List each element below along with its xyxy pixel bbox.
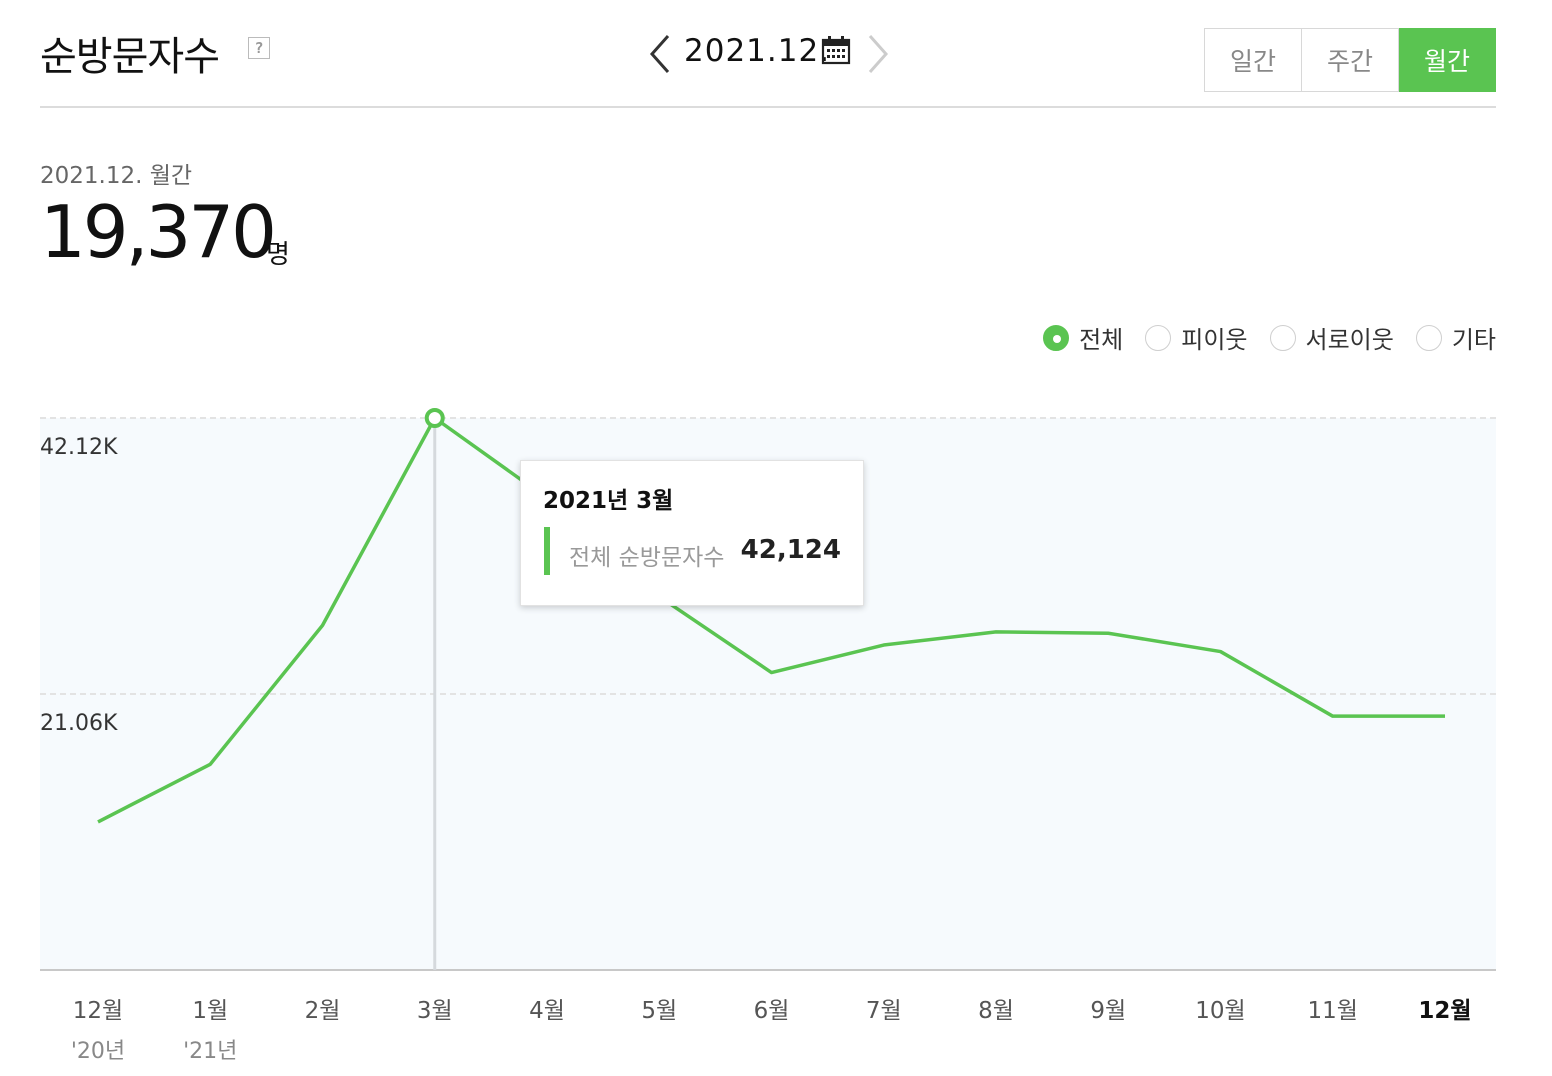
- x-tick-label: 3월: [417, 998, 453, 1024]
- radio-icon[interactable]: [1415, 324, 1442, 351]
- filter-mutual-neighbor[interactable]: 서로이웃: [1269, 320, 1394, 355]
- page-title: 순방문자수: [40, 34, 220, 80]
- summary-label: 2021.12. 월간: [40, 163, 193, 189]
- filter-all-label: 전체: [1079, 326, 1124, 354]
- filter-neighbor-label: 피이웃: [1181, 326, 1248, 354]
- filter-neighbor[interactable]: 피이웃: [1145, 320, 1248, 355]
- tooltip-title: 2021년 3월: [543, 488, 674, 514]
- x-tick-label: 12월: [73, 998, 123, 1024]
- next-month-button[interactable]: [860, 32, 896, 76]
- prev-month-button[interactable]: [642, 32, 678, 76]
- chevron-right-icon: [868, 35, 889, 73]
- chart-tooltip: 2021년 3월 전체 순방문자수 42,124: [520, 460, 864, 606]
- filter-all[interactable]: 전체: [1043, 320, 1123, 355]
- chevron-left-icon: [649, 35, 670, 73]
- visitor-type-filter: 전체 피이웃 서로이웃 기타: [1021, 320, 1496, 355]
- radio-icon[interactable]: [1269, 324, 1296, 351]
- x-year-label: '20년: [71, 1039, 125, 1064]
- x-tick-label: 7월: [866, 998, 902, 1024]
- x-tick-label: 6월: [754, 998, 790, 1024]
- highlight-point: [424, 408, 445, 428]
- summary-unit: 명: [266, 240, 290, 270]
- x-tick-label: 2월: [305, 998, 341, 1024]
- help-icon[interactable]: ?: [248, 37, 270, 59]
- header-divider: [40, 106, 1496, 108]
- tab-monthly[interactable]: 월간: [1399, 28, 1496, 92]
- x-tick-label: 9월: [1090, 998, 1126, 1024]
- filter-other[interactable]: 기타: [1415, 320, 1496, 355]
- tooltip-series-marker: [544, 527, 550, 575]
- series-line: [97, 416, 1445, 824]
- tooltip-series-label: 전체 순방문자수: [569, 545, 725, 571]
- tooltip-value: 42,124: [740, 535, 841, 565]
- x-tick-label: 10월: [1195, 998, 1245, 1024]
- x-tick-label: 12월: [1418, 998, 1471, 1024]
- x-tick-label: 4월: [529, 998, 565, 1024]
- filter-other-label: 기타: [1451, 326, 1496, 354]
- x-tick-label: 8월: [978, 998, 1014, 1024]
- x-tick-label: 1월: [192, 998, 228, 1024]
- calendar-icon[interactable]: [820, 34, 852, 66]
- tab-daily[interactable]: 일간: [1204, 28, 1302, 92]
- current-date[interactable]: 2021.12.: [684, 33, 831, 69]
- y-tick-label: 21.06K: [40, 711, 118, 736]
- radio-icon[interactable]: [1145, 324, 1172, 351]
- summary-value: 19,370: [40, 190, 277, 274]
- x-tick-label: 5월: [641, 998, 677, 1024]
- y-tick-label: 42.12K: [40, 435, 118, 460]
- period-tabs: 일간 주간 월간: [1204, 28, 1496, 92]
- x-year-label: '21년: [183, 1039, 237, 1064]
- x-tick-label: 11월: [1308, 998, 1358, 1024]
- tab-weekly[interactable]: 주간: [1302, 28, 1399, 92]
- radio-icon[interactable]: [1043, 324, 1070, 351]
- filter-mutual-neighbor-label: 서로이웃: [1305, 326, 1394, 354]
